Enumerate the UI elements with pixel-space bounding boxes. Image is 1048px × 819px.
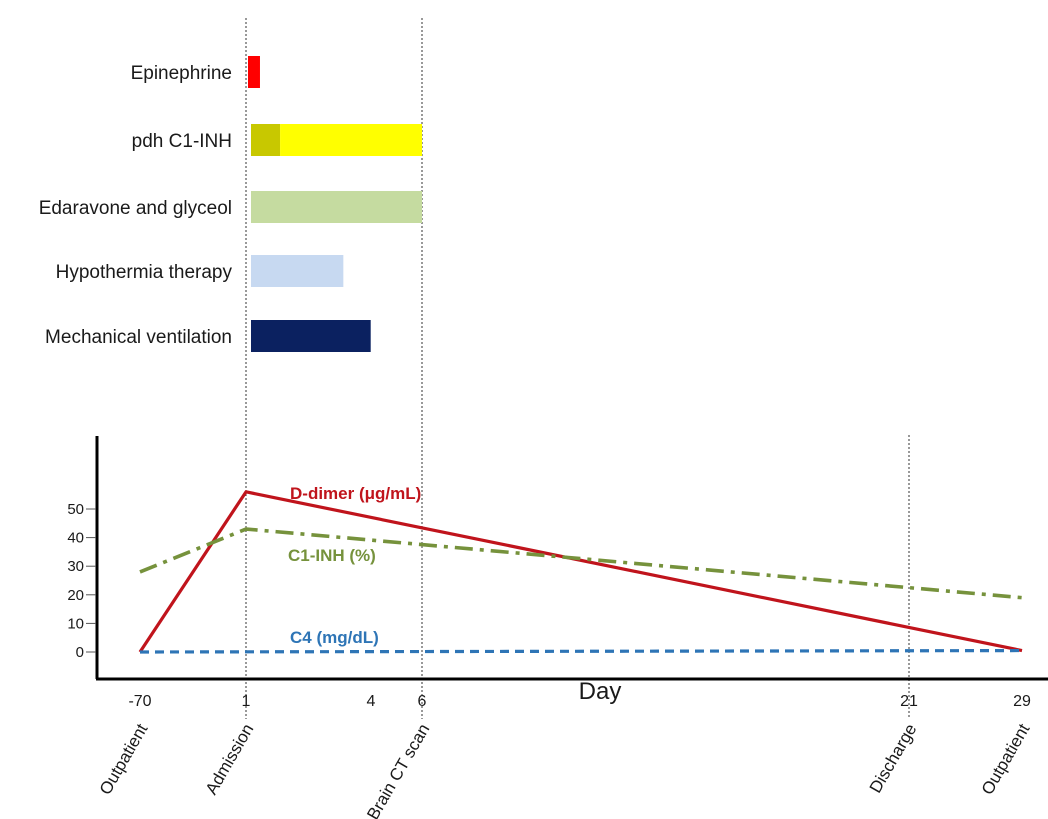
treatment-bar-mechanical-ventilation [251, 320, 371, 352]
treatment-label-edaravone-and-glyceol: Edaravone and glyceol [39, 198, 232, 219]
x-event-label-outpatient: Outpatient [96, 720, 152, 798]
line-chart-series: D-dimer (μg/mL) C1-INH (%) C4 (mg/dL) [138, 484, 1023, 654]
treatment-bar-edaravone-and-glyceol [251, 191, 422, 223]
y-tick-label-0: 0 [76, 644, 84, 661]
x-tick-day-21: 21 [900, 693, 918, 710]
y-tick-label-40: 40 [67, 530, 84, 547]
series-line-d-dimer-g-ml [138, 490, 1023, 653]
treatment-bar-hypothermia-therapy [251, 255, 344, 287]
treatment-bar-pdh-c1-inh-seg2 [280, 124, 422, 156]
treatment-label-hypothermia-therapy: Hypothermia therapy [56, 262, 233, 283]
x-axis-title: Day [579, 678, 622, 705]
y-tick-label-10: 10 [67, 615, 84, 632]
y-tick-label-50: 50 [67, 501, 84, 518]
treatment-label-epinephrine: Epinephrine [131, 63, 232, 84]
x-tick-day-4: 4 [367, 693, 376, 710]
series-line-c4-mg-dl [139, 648, 1023, 654]
y-tick-label-30: 30 [67, 558, 84, 575]
treatment-bar-epinephrine [248, 56, 260, 88]
treatment-label-mechanical-ventilation: Mechanical ventilation [45, 327, 232, 348]
x-event-label-admission: Admission [202, 721, 258, 798]
treatment-bar-pdh-c1-inh-seg1 [251, 124, 281, 156]
series-label-c1-inh: C1-INH (%) [288, 546, 376, 565]
series-label-d-dimer-g-ml: D-dimer (μg/mL) [290, 484, 421, 503]
x-event-label-outpatient: Outpatient [978, 720, 1034, 798]
treatment-label-pdh-c1-inh: pdh C1-INH [132, 131, 232, 152]
reference-lines [245, 18, 910, 719]
x-event-label-discharge: Discharge [866, 721, 921, 797]
x-tick-day-70: -70 [128, 693, 151, 710]
x-tick-day-29: 29 [1013, 693, 1031, 710]
series-label-c4-mg-dl: C4 (mg/dL) [290, 628, 379, 647]
x-tick-day-6: 6 [418, 693, 427, 710]
y-tick-label-20: 20 [67, 587, 84, 604]
line-chart-axes: 0 10 20 30 40 50 -70 Outpatient 1 Admission 4 6 Brai… [67, 436, 1048, 819]
series-line-c1-inh [139, 527, 1023, 600]
x-tick-day-1: 1 [242, 693, 251, 710]
x-event-label-brain-ct-scan: Brain CT scan [363, 721, 433, 819]
treatment-gantt: Epinephrine pdh C1-INH Edaravone and glyce… [39, 56, 422, 352]
